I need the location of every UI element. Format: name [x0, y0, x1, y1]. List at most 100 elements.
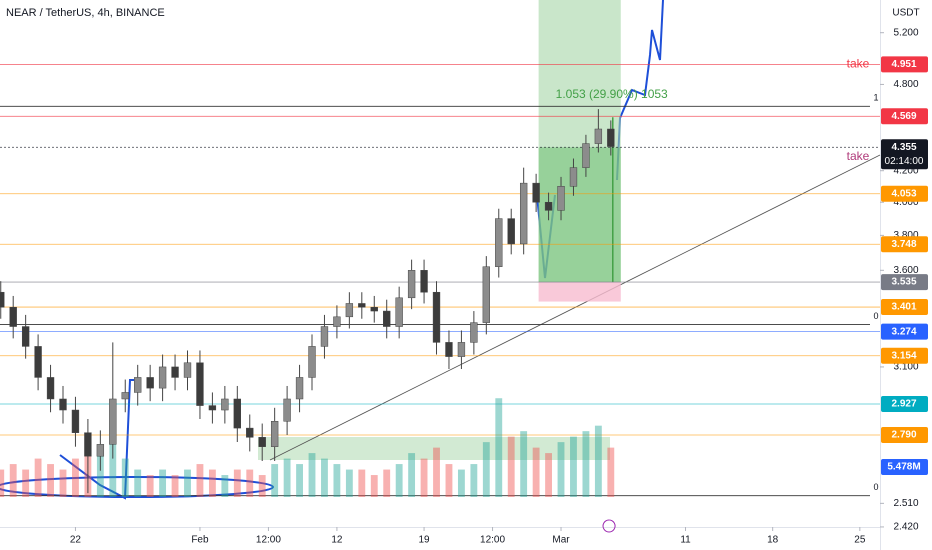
volume-bar [607, 447, 615, 497]
x-tick-label: 18 [767, 535, 779, 546]
volume-bar [271, 464, 279, 497]
price-badge-label: 4.053 [891, 188, 916, 199]
candle-body [21, 326, 30, 347]
candle-body [283, 398, 291, 422]
price-badge [881, 185, 928, 202]
candle-body [109, 398, 117, 445]
volume-bar [445, 464, 453, 497]
price-badge [881, 323, 928, 340]
price-badge-label: 3.274 [891, 326, 916, 337]
volume-bar [221, 475, 229, 497]
volume-bar [470, 464, 478, 497]
volume-bar [383, 469, 391, 497]
x-tick-label: 12 [331, 535, 343, 546]
candle-body [333, 316, 341, 327]
fib-label: 0 [873, 482, 878, 492]
candle-body [557, 186, 565, 211]
position-text: 1.053 (29.90%) 1053 [556, 87, 668, 101]
volume-bar [171, 475, 179, 497]
candle-body [246, 427, 254, 438]
volume-bar [96, 453, 104, 497]
volume-badge [881, 458, 928, 475]
x-tick-label: Feb [191, 535, 209, 546]
candle-body [59, 398, 67, 411]
candle-body [158, 366, 167, 389]
price-badge-label: 3.535 [891, 277, 916, 288]
volume-bar [420, 458, 428, 497]
price-badge [881, 139, 928, 170]
y-tick-label: 2.510 [893, 498, 918, 509]
candle-body [9, 306, 17, 327]
volume-bar [196, 464, 204, 497]
volume-bar [408, 453, 416, 497]
candle-body [507, 218, 515, 245]
candle-body [221, 398, 229, 411]
candle-body [146, 377, 154, 389]
candle-body [345, 303, 354, 318]
candle-body [295, 377, 304, 400]
candle-body [171, 366, 179, 378]
volume-bar [184, 469, 191, 497]
volume-badge-label: 5.478M [887, 462, 920, 473]
volume-bar [582, 431, 590, 497]
candle-body [607, 128, 615, 147]
volume-bar [495, 398, 503, 497]
price-badge [881, 108, 928, 125]
volume-bar [457, 469, 465, 497]
candle-body [71, 409, 80, 433]
y-tick-label: 4.200 [893, 165, 918, 176]
candle-body [383, 310, 391, 327]
volume-bar [296, 464, 303, 497]
candle-body [457, 342, 466, 357]
plot: 1.053 (29.90%) 1053 1 0 0 [0, 0, 880, 497]
price-badge-label: 3.748 [891, 239, 916, 250]
volume-bar [246, 469, 254, 497]
volume-bar [333, 464, 341, 497]
volume-bar [159, 469, 167, 497]
candle-body [569, 167, 578, 187]
price-badge [881, 299, 928, 316]
fib-label: 1 [873, 93, 878, 103]
volume-bar [358, 469, 366, 497]
candle-body [258, 437, 266, 447]
price-badge-label: 4.951 [891, 59, 916, 70]
volume-bar [22, 469, 30, 497]
price-badge [881, 236, 928, 253]
currency: USDT [892, 8, 919, 19]
volume-bar [321, 458, 328, 497]
candle-body [358, 303, 366, 308]
volume-bar [395, 464, 403, 497]
chart-title: NEAR / TetherUS, 4h, BINANCE [6, 7, 165, 19]
y-tick-label: 3.800 [893, 230, 918, 241]
candle-body [395, 297, 403, 327]
candle-body [121, 392, 129, 400]
fib-label: 0 [873, 311, 878, 321]
x-tick-label: Mar [552, 535, 570, 546]
candle-body [233, 398, 241, 429]
candle-body [196, 362, 204, 406]
y-tick-label: 2.420 [893, 522, 918, 533]
candle-body [34, 346, 42, 378]
volume-bar [520, 431, 528, 497]
price-badge [881, 274, 928, 291]
candle-body [432, 291, 441, 343]
candle-body [532, 182, 540, 203]
candle-body [0, 291, 5, 308]
y-tick-label: 4.000 [893, 197, 918, 208]
volume-bar [9, 464, 17, 497]
candle-body [495, 218, 503, 267]
candle-body [544, 201, 553, 211]
volume-bar [59, 469, 67, 497]
y-tick-label: 3.600 [893, 265, 918, 276]
price-badge-label: 4.355 [891, 142, 916, 153]
candle-body [308, 346, 316, 378]
candle-body [46, 377, 55, 400]
volume-bar [433, 447, 440, 497]
volume-bar [146, 475, 154, 497]
price-badge-label: 3.401 [891, 302, 916, 313]
volume-bar [47, 464, 54, 497]
position-stop [538, 282, 621, 302]
candle-body [96, 444, 105, 457]
